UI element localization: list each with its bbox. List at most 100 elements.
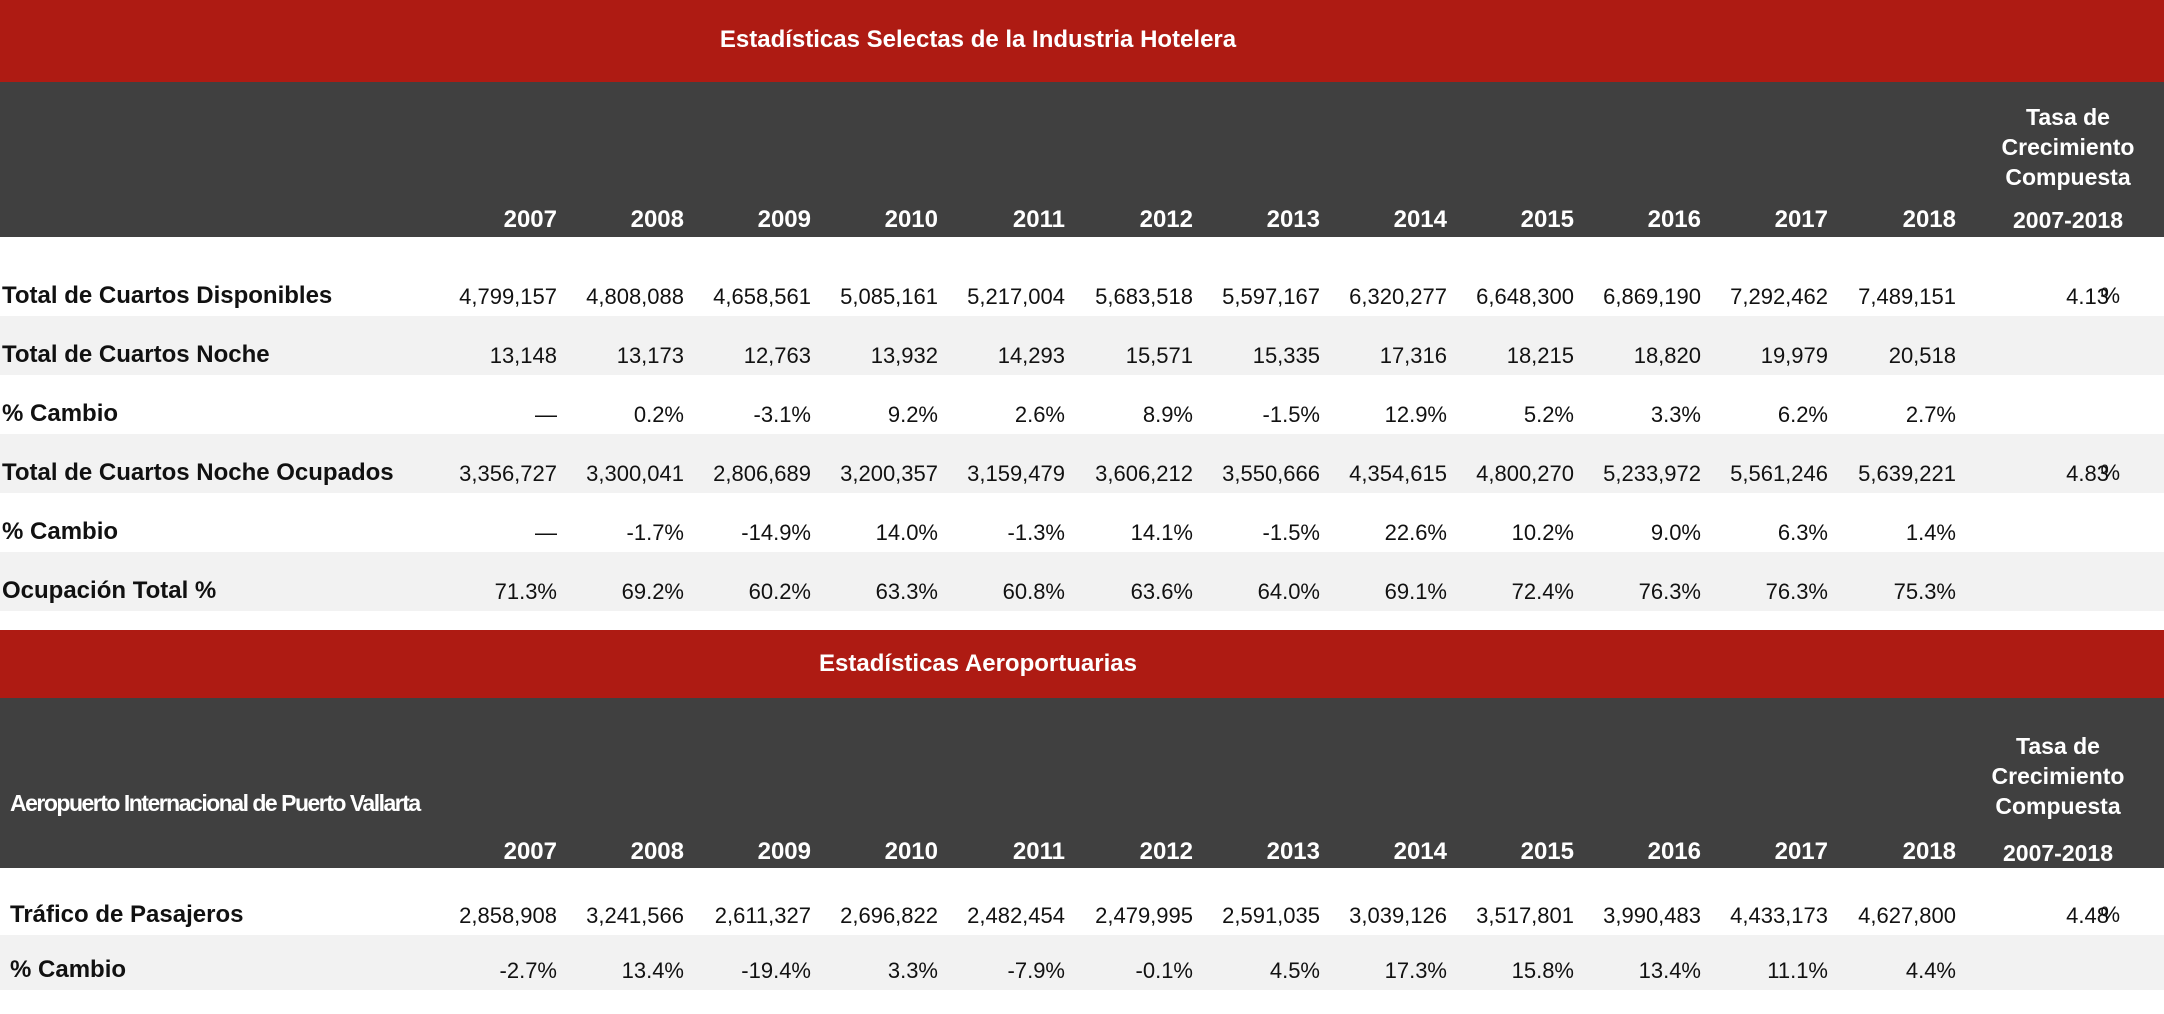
table-cell: -1.5% [1262,402,1320,427]
table-cell: 63.3% [875,579,938,604]
table-cell: 2,482,454 [967,903,1065,928]
table-cell: — [535,402,557,427]
table-cell: 14,293 [997,343,1065,368]
table-cell: 9.2% [887,402,938,427]
table-cell: 7,489,151 [1858,284,1956,309]
table-cell: 18,215 [1506,343,1574,368]
table-cell: -1.5% [1262,520,1320,545]
table-cell: 4,808,088 [586,284,684,309]
table-cell: 13.4% [1638,958,1701,983]
table-cell: -19.4% [741,958,811,983]
table-cell: 75.3% [1893,579,1956,604]
airport-year-header: 2010 [884,838,938,865]
hotel-year-header: 2013 [1266,206,1320,233]
airport-cagr-header-line4: 2007-2018 [2003,840,2113,866]
table-row: Total de Cuartos Noche 13,148 13,173 12,763… [0,316,2164,375]
table-cell: 13,148 [489,343,557,368]
table-cell: 3,550,666 [1222,461,1320,486]
airport-year-header: 2014 [1393,838,1447,865]
table-cell: 2,479,995 [1095,903,1193,928]
table-cell: 3,606,212 [1095,461,1193,486]
hotel-header-band: 2007 2008 2009 2010 2011 2012 2013 2014 2015 2016… [0,82,2164,237]
table-cell: 17.3% [1384,958,1447,983]
cagr-unit: % [2100,460,2120,485]
table-cell: 4,433,173 [1730,903,1828,928]
row-label: % Cambio [2,400,119,427]
table-cell: 2.6% [1014,402,1065,427]
table-cell: 6,869,190 [1603,284,1701,309]
row-label: % Cambio [10,956,127,983]
table-cell: 10.2% [1511,520,1574,545]
table-cell: 15,571 [1125,343,1193,368]
table-cell: 13.4% [621,958,684,983]
airport-title-bar: Estadísticas Aeroportuarias [0,630,2164,698]
table-cell: 5,561,246 [1730,461,1828,486]
table-cell: 14.1% [1130,520,1193,545]
airport-cagr-header-line2: Crecimiento [1991,763,2125,789]
table-cell: 15.8% [1511,958,1574,983]
hotel-year-header: 2011 [1012,206,1065,233]
table-cell: 2.7% [1905,402,1956,427]
table-row: Ocupación Total % 71.3% 69.2% 60.2% 63.3% 60.… [0,552,2164,611]
airport-year-header: 2017 [1774,838,1828,865]
table-cell: 76.3% [1638,579,1701,604]
table-cell: 9.0% [1650,520,1701,545]
table-cell: 2,611,327 [714,903,811,928]
table-row: % Cambio -2.7% 13.4% -19.4% 3.3% -7.9% -0.1% 4.… [0,935,2164,990]
table-cell: 13,173 [616,343,684,368]
hotel-year-header: 2018 [1902,206,1956,233]
table-cell: 5.2% [1523,402,1574,427]
table-cell: 18,820 [1633,343,1701,368]
table-cell: 69.1% [1384,579,1447,604]
cagr-unit: % [2100,902,2120,927]
table-cell: 5,085,161 [840,284,938,309]
table-row: Tráfico de Pasajeros 2,858,908 3,241,566 2,… [0,880,2164,935]
hotel-cagr-header-line2: Crecimiento [2001,134,2135,160]
airport-year-header: 2008 [630,838,684,865]
table-row: Total de Cuartos Noche Ocupados 3,356,727… [0,434,2164,493]
table-cell: 5,597,167 [1222,284,1320,309]
table-cell: 3.3% [887,958,938,983]
cagr-value: 4.13 [2066,284,2109,309]
table-cell: 4,799,157 [459,284,557,309]
table-cell: 4,800,270 [1476,461,1574,486]
table-cell: 3,356,727 [459,461,557,486]
table-cell: 14.0% [875,520,938,545]
table-cell: 3.3% [1650,402,1701,427]
airport-header-band: Aeropuerto Internacional de Puerto Valla… [0,698,2164,868]
table-cell: 3,517,801 [1476,903,1574,928]
table-cell: 4,658,561 [713,284,811,309]
hotel-year-header: 2009 [757,206,811,233]
table-cell: 22.6% [1384,520,1447,545]
airport-year-header: 2016 [1647,838,1701,865]
hotel-title-bar: Estadísticas Selectas de la Industria Ho… [0,0,2164,82]
table-row: % Cambio — 0.2% -3.1% 9.2% 2.6% 8.9% -1.5% 12.9%… [0,375,2164,434]
table-cell: 2,591,035 [1222,903,1320,928]
table-cell: 0.2% [633,402,684,427]
airport-cagr-header-line3: Compuesta [1995,793,2121,819]
airport-title: Estadísticas Aeroportuarias [819,650,1137,677]
hotel-year-header: 2015 [1520,206,1574,233]
hotel-year-header: 2016 [1647,206,1701,233]
table-cell: -3.1% [753,402,811,427]
table-cell: 3,039,126 [1349,903,1447,928]
table-cell: 13,932 [870,343,938,368]
table-cell: 3,159,479 [967,461,1065,486]
hotel-cagr-header-line3: Compuesta [2005,164,2131,190]
table-cell: 60.8% [1002,579,1065,604]
airport-year-header: 2011 [1012,838,1065,865]
airport-year-header: 2007 [503,838,557,865]
table-cell: 1.4% [1905,520,1956,545]
hotel-cagr-header-line4: 2007-2018 [2013,207,2123,233]
airport-cagr-header-line1: Tasa de [2016,733,2100,759]
table-cell: 76.3% [1765,579,1828,604]
table-cell: 63.6% [1130,579,1193,604]
hotel-cagr-header-line1: Tasa de [2026,104,2110,130]
table-cell: 20,518 [1888,343,1956,368]
table-cell: -0.1% [1135,958,1193,983]
table-cell: 5,217,004 [967,284,1065,309]
table-cell: -14.9% [741,520,811,545]
table-cell: 3,990,483 [1603,903,1701,928]
hotel-title: Estadísticas Selectas de la Industria Ho… [719,26,1237,53]
table-row: % Cambio — -1.7% -14.9% 14.0% -1.3% 14.1% -1.5%… [0,493,2164,552]
